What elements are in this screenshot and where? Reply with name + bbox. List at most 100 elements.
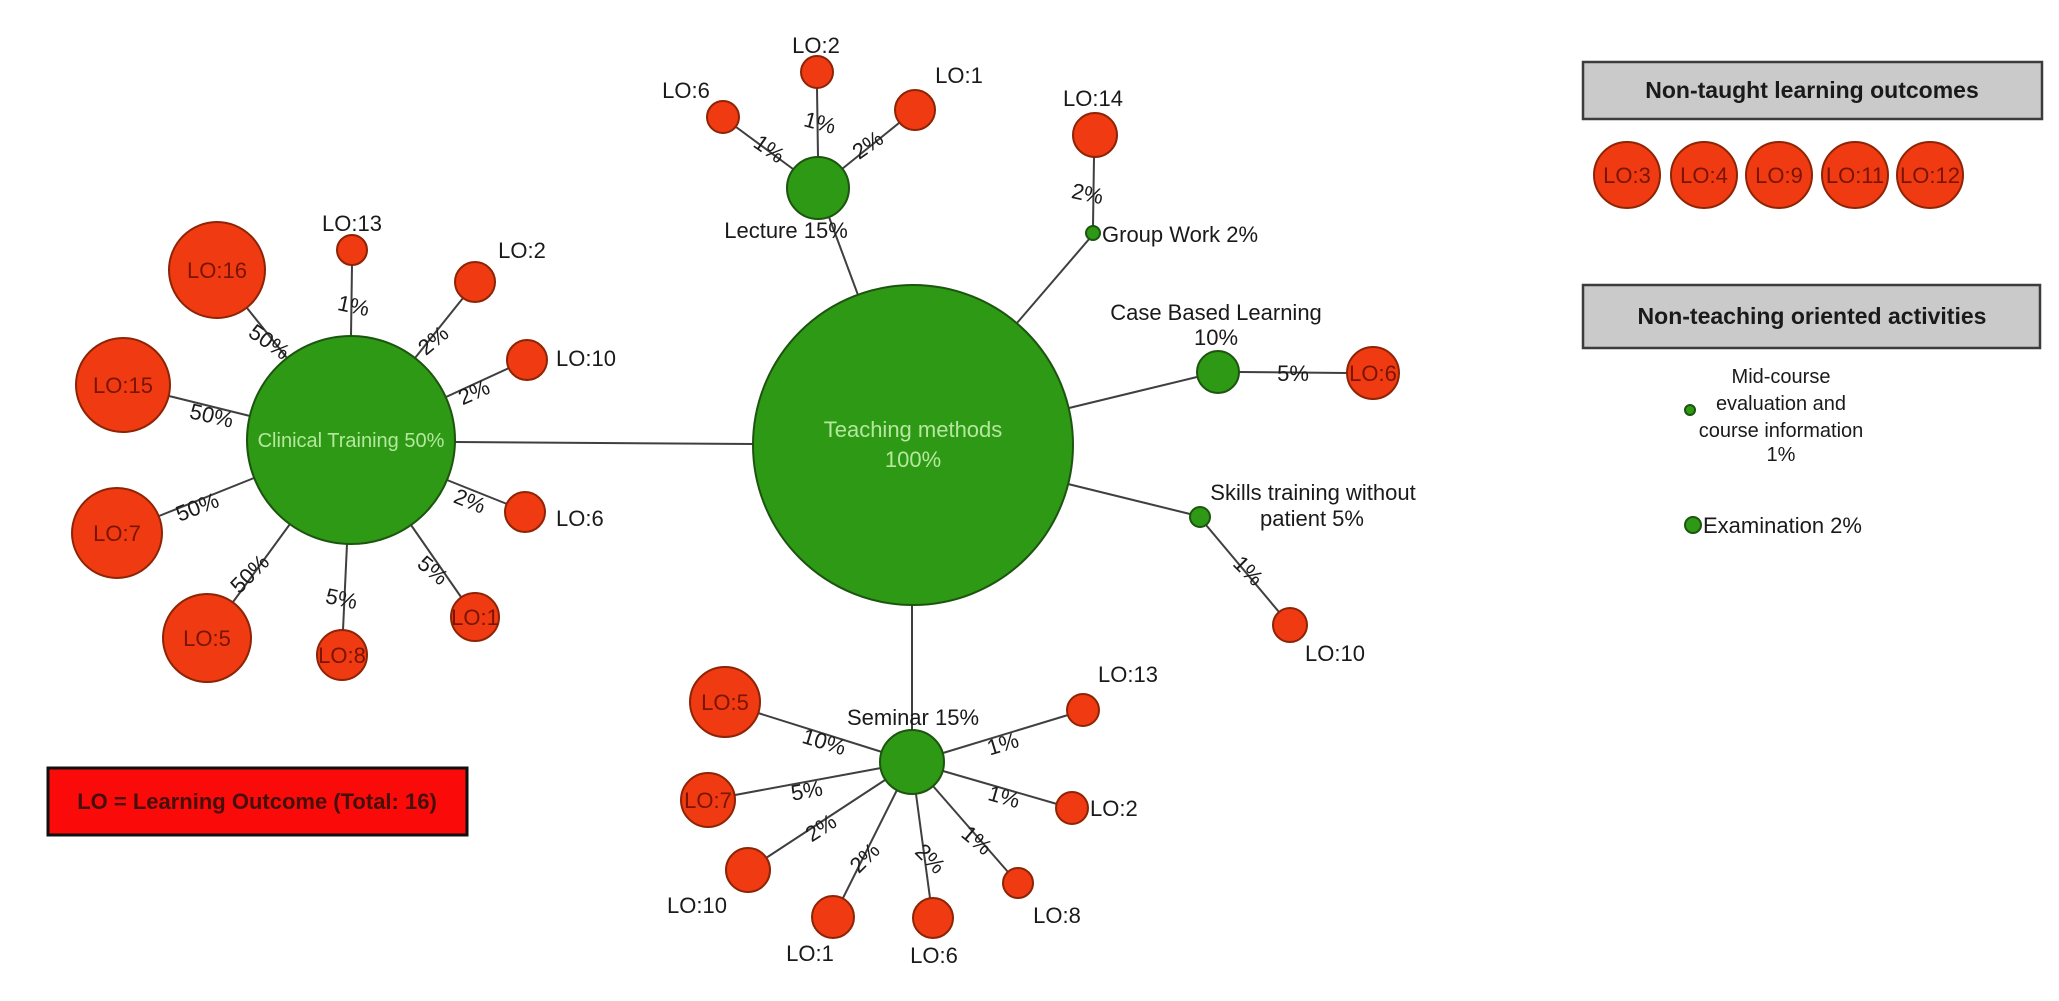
lecture-lo2-label: LO:2 xyxy=(792,33,840,58)
seminar-lo5-node xyxy=(689,666,761,738)
skills-lo10-node xyxy=(1272,607,1308,643)
clinical-lo7-label: LO:7 xyxy=(93,521,141,546)
non-taught-panel-header xyxy=(1581,60,2044,121)
mid-course-dot xyxy=(1684,404,1696,416)
clinical-lo5-label: LO:5 xyxy=(183,626,231,651)
seminar-lo6-node xyxy=(912,897,954,939)
clinical-lo16-node xyxy=(168,221,266,319)
nontaught-lo9-label: LO:9 xyxy=(1755,163,1803,188)
clinical-training-label: Clinical Training 50% xyxy=(258,430,445,452)
seminar-lo7-node xyxy=(680,772,736,828)
lecture-lo2-pct: 1% xyxy=(801,107,838,139)
edge-clinical-lo2 xyxy=(414,297,464,359)
mid-course-line2: evaluation and xyxy=(1716,393,1846,415)
clinical-lo10-node xyxy=(506,339,548,381)
lo-legend-box xyxy=(46,766,469,837)
clinical-lo6-node xyxy=(504,491,546,533)
clinical-lo16-label: LO:16 xyxy=(187,258,247,283)
edge-seminar-lo13 xyxy=(942,714,1069,754)
teaching-methods-label: Teaching methods xyxy=(824,417,1003,442)
seminar-lo13-pct: 1% xyxy=(984,727,1022,760)
clinical-lo2-label: LO:2 xyxy=(498,238,546,263)
seminar-lo7-pct: 5% xyxy=(789,776,825,806)
clinical-lo15-node xyxy=(75,337,171,433)
lecture-outcome-labels: LO:6 LO:2 LO:1 1% 1% 2% xyxy=(662,33,983,168)
edge-clinical-lo6 xyxy=(446,479,508,505)
edge-clinical-lo8 xyxy=(342,543,348,631)
teaching-methods-node xyxy=(752,284,1074,606)
examination-dot xyxy=(1684,516,1702,534)
clinical-lo1-label: LO:1 xyxy=(451,605,499,630)
skills-label-line2: patient 5% xyxy=(1260,506,1364,531)
seminar-lo10-label: LO:10 xyxy=(667,893,727,918)
edge-casebased-lo6 xyxy=(1238,371,1348,374)
seminar-lo8-node xyxy=(1002,867,1034,899)
edge-lecture-lo2 xyxy=(816,87,819,158)
lecture-edges xyxy=(735,87,900,170)
lecture-lo1-label: LO:1 xyxy=(935,63,983,88)
mid-course-line1: Mid-course xyxy=(1732,366,1831,388)
mid-course-line3: course information xyxy=(1699,420,1864,442)
edge-center-clinical xyxy=(454,441,754,445)
clinical-lo1-pct: 5% xyxy=(413,550,453,590)
teaching-methods-pct: 100% xyxy=(885,447,941,472)
non-teaching-panel-header xyxy=(1581,283,2042,350)
nontaught-lo3-node xyxy=(1593,141,1661,209)
seminar-lo1-pct: 2% xyxy=(845,838,885,878)
non-teaching-title: Non-teaching oriented activities xyxy=(1638,303,1987,329)
case-based-label-line1: Case Based Learning xyxy=(1110,300,1322,325)
seminar-edges xyxy=(734,712,1069,899)
lecture-lo2-node xyxy=(800,55,834,89)
clinical-lo13-node xyxy=(336,234,368,266)
groupwork-lo14-label: LO:14 xyxy=(1063,86,1123,111)
skills-label-line1: Skills training without xyxy=(1210,480,1415,505)
nontaught-lo4-node xyxy=(1670,141,1738,209)
examination-label: Examination 2% xyxy=(1703,513,1862,538)
case-based-learning-node xyxy=(1196,350,1240,394)
edge-center-skills xyxy=(1067,483,1191,515)
lecture-node xyxy=(786,156,850,220)
clinical-lo7-node xyxy=(71,487,163,579)
edge-center-lecture xyxy=(828,216,859,296)
edge-clinical-lo13 xyxy=(350,264,353,337)
seminar-lo8-label: LO:8 xyxy=(1033,903,1081,928)
edge-clinical-lo10 xyxy=(445,367,510,398)
main-edges xyxy=(454,216,1198,730)
lecture-lo6-node xyxy=(706,100,740,134)
nontaught-lo4-label: LO:4 xyxy=(1680,163,1728,188)
lecture-lo1-node xyxy=(894,89,936,131)
seminar-lo1-node xyxy=(811,895,855,939)
clinical-lo15-label: LO:15 xyxy=(93,373,153,398)
groupwork-edges xyxy=(1092,156,1095,227)
activity-labels: Teaching methods 100% Clinical Training … xyxy=(258,218,1416,730)
seminar-lo8-pct: 1% xyxy=(957,820,997,860)
nontaught-lo12-label: LO:12 xyxy=(1900,163,1960,188)
edge-seminar-lo5 xyxy=(757,712,883,753)
casebased-lo6-label: LO:6 xyxy=(1349,361,1397,386)
edge-clinical-lo5 xyxy=(232,523,291,603)
clinical-lo6-label: LO:6 xyxy=(556,506,604,531)
seminar-node xyxy=(879,729,945,795)
edge-clinical-lo7 xyxy=(158,477,255,517)
nontaught-lo11-label: LO:11 xyxy=(1826,163,1884,188)
lo-legend-text: LO = Learning Outcome (Total: 16) xyxy=(77,789,437,814)
seminar-lo13-node xyxy=(1066,693,1100,727)
seminar-lo2-node xyxy=(1055,791,1089,825)
edge-lecture-lo1 xyxy=(841,122,900,170)
seminar-lo2-label: LO:2 xyxy=(1090,796,1138,821)
non-taught-panel: Non-taught learning outcomes LO:3 LO:4 L… xyxy=(1603,77,1979,188)
mid-course-line4: 1% xyxy=(1767,444,1796,466)
clinical-lo1-node xyxy=(450,592,500,642)
seminar-lo6-pct: 2% xyxy=(910,839,950,879)
seminar-lo10-node xyxy=(725,847,771,893)
seminar-lo7-label: LO:7 xyxy=(684,788,732,813)
edge-seminar-lo1 xyxy=(842,789,898,899)
seminar-lo10-pct: 2% xyxy=(801,809,841,847)
skills-lo10-label: LO:10 xyxy=(1305,641,1365,666)
seminar-lo6-label: LO:6 xyxy=(910,943,958,968)
edge-clinical-lo1 xyxy=(410,524,462,598)
clinical-lo8-node xyxy=(316,629,368,681)
edge-clinical-lo16 xyxy=(246,307,288,359)
